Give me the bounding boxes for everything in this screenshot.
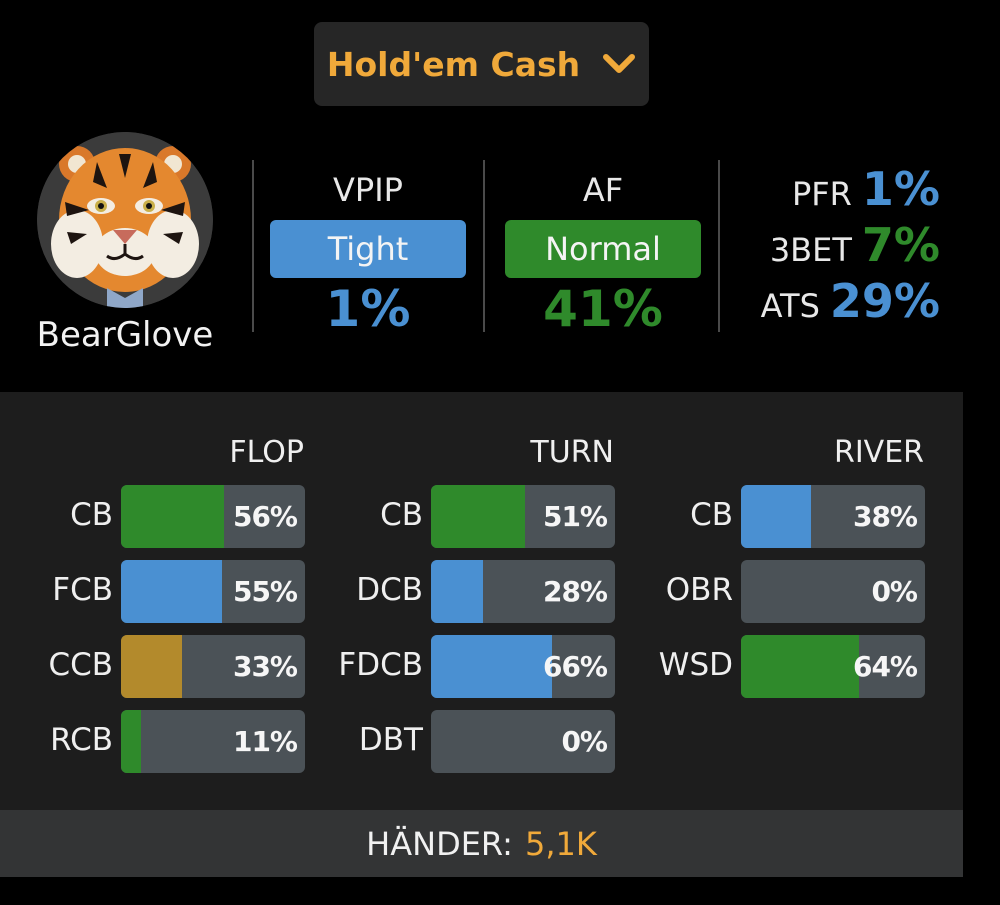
bar-fill: [741, 485, 811, 548]
stat-bar-turn-dbt[interactable]: 0%: [431, 710, 615, 773]
af-title: AF: [582, 171, 624, 209]
stat-bar-turn-cb[interactable]: 51%: [431, 485, 615, 548]
stat-value: 11%: [232, 725, 298, 758]
stat-bar-flop-fcb[interactable]: 55%: [121, 560, 305, 623]
stat-bar-river-obr[interactable]: 0%: [741, 560, 925, 623]
stat-bar-river-wsd[interactable]: 64%: [741, 635, 925, 698]
bar-fill: [121, 485, 225, 548]
bar-fill: [741, 635, 859, 698]
stat-value: 64%: [852, 650, 918, 683]
stat-label: FCB: [52, 572, 113, 608]
stat-value: 33%: [232, 650, 298, 683]
stat-bar-river-cb[interactable]: 38%: [741, 485, 925, 548]
stat-bar-flop-rcb[interactable]: 11%: [121, 710, 305, 773]
stat-value: 56%: [232, 500, 298, 533]
stat-label: DCB: [356, 572, 423, 608]
af-value: 41%: [543, 280, 663, 338]
stats-divider: [252, 160, 254, 332]
mini-stat-label: PFR: [791, 175, 852, 213]
chevron-down-icon: [603, 54, 636, 73]
street-title-flop: FLOP: [229, 435, 304, 470]
bar-fill: [431, 485, 525, 548]
stat-label: CB: [690, 497, 733, 533]
mini-stat-label: 3BET: [769, 231, 852, 269]
vpip-value: 1%: [325, 280, 411, 338]
stat-bar-flop-cb[interactable]: 56%: [121, 485, 305, 548]
stat-bar-flop-ccb[interactable]: 33%: [121, 635, 305, 698]
stat-label: CCB: [48, 647, 113, 683]
stat-label: DBT: [358, 722, 423, 758]
mini-stat-label: ATS: [760, 287, 820, 325]
af-badge: Normal: [505, 220, 701, 278]
street-title-turn: TURN: [530, 435, 614, 470]
mini-stats: PFR 1% 3BET 7% ATS 29%: [740, 162, 940, 330]
player-avatar[interactable]: [37, 132, 213, 308]
hands-value: 5,1K: [524, 824, 597, 863]
mini-stat-value: 29%: [829, 274, 940, 328]
tiger-avatar-icon: [37, 132, 213, 308]
bar-fill: [431, 560, 483, 623]
game-type-label: Hold'em Cash: [326, 44, 581, 84]
street-title-river: RIVER: [833, 435, 924, 470]
stats-divider: [483, 160, 485, 332]
stat-label: OBR: [665, 572, 733, 608]
stat-value: 0%: [561, 725, 608, 758]
stat-value: 66%: [542, 650, 608, 683]
af-stat: AF Normal 41%: [505, 168, 701, 340]
vpip-stat: VPIP Tight 1%: [270, 168, 466, 340]
stat-value: 28%: [542, 575, 608, 608]
stat-value: 55%: [232, 575, 298, 608]
mini-stat-3bet: 3BET 7%: [740, 218, 940, 274]
bar-fill: [121, 560, 223, 623]
bar-fill: [121, 710, 142, 773]
stat-label: WSD: [658, 647, 733, 683]
stat-value: 38%: [852, 500, 918, 533]
stat-value: 51%: [542, 500, 608, 533]
vpip-badge: Tight: [270, 220, 466, 278]
hands-label: HÄNDER:: [366, 824, 513, 863]
stat-value: 0%: [871, 575, 918, 608]
stat-bar-turn-dcb[interactable]: 28%: [431, 560, 615, 623]
stat-label: RCB: [50, 722, 113, 758]
game-type-dropdown[interactable]: Hold'em Cash: [314, 22, 649, 106]
stats-divider: [718, 160, 720, 332]
mini-stat-ats: ATS 29%: [740, 274, 940, 330]
hands-count: HÄNDER: 5,1K: [0, 810, 963, 877]
stat-label: FDCB: [338, 647, 423, 683]
mini-stat-value: 1%: [861, 162, 940, 216]
stat-label: CB: [70, 497, 113, 533]
player-name: BearGlove: [36, 315, 214, 355]
bar-fill: [121, 635, 182, 698]
mini-stat-value: 7%: [861, 218, 940, 272]
bar-fill: [431, 635, 553, 698]
stat-label: CB: [380, 497, 423, 533]
mini-stat-pfr: PFR 1%: [740, 162, 940, 218]
vpip-title: VPIP: [333, 171, 403, 209]
stat-bar-turn-fdcb[interactable]: 66%: [431, 635, 615, 698]
